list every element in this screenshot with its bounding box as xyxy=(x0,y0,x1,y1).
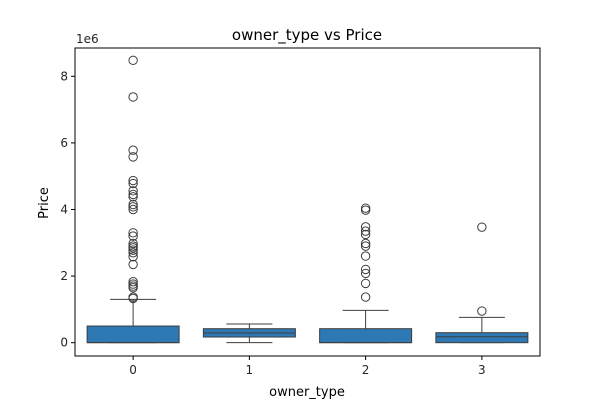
outlier-point xyxy=(128,293,138,304)
outlier-point xyxy=(128,283,138,293)
outlier-point xyxy=(360,241,371,251)
outlier-point xyxy=(128,248,138,258)
x-axis-label: owner_type xyxy=(269,385,345,400)
x-tick-label: 2 xyxy=(362,363,370,377)
outlier-point xyxy=(360,238,371,249)
outlier-point xyxy=(360,229,371,240)
outlier-point xyxy=(128,243,138,253)
outlier-point xyxy=(128,238,138,249)
outlier-point xyxy=(360,268,371,279)
outlier-point xyxy=(128,252,138,262)
box-group xyxy=(435,222,529,344)
outlier-point xyxy=(128,231,138,241)
iqr-box xyxy=(86,325,180,344)
outlier-point xyxy=(360,292,371,302)
outlier-point xyxy=(128,277,138,287)
box-group xyxy=(86,55,180,344)
outlier-point xyxy=(128,199,138,210)
outlier-point xyxy=(128,204,138,215)
outlier-point xyxy=(477,306,487,316)
x-tick-label: 1 xyxy=(246,363,254,377)
y-tick-label: 4 xyxy=(60,202,68,216)
x-tick-label: 3 xyxy=(478,363,486,377)
y-tick-label: 0 xyxy=(60,336,68,350)
outlier-point xyxy=(128,259,138,270)
plot-area xyxy=(74,47,541,357)
outlier-point xyxy=(360,205,371,215)
x-axis: 0 1 2 3 xyxy=(129,356,486,377)
iqr-box xyxy=(435,332,529,344)
outlier-point xyxy=(128,175,138,186)
iqr-box xyxy=(319,328,413,344)
outlier-point xyxy=(128,228,138,238)
outlier-point xyxy=(360,222,371,232)
y-offset-text: 1e6 xyxy=(76,32,99,46)
outlier-point xyxy=(128,152,138,162)
box-marks xyxy=(86,55,529,344)
outlier-point xyxy=(128,189,138,200)
y-tick-label: 6 xyxy=(60,136,68,150)
outlier-point xyxy=(128,245,138,255)
outlier-point xyxy=(128,192,138,202)
box-group xyxy=(202,323,296,344)
outlier-point xyxy=(360,251,371,261)
y-axis: 0 2 4 6 8 xyxy=(60,69,75,350)
outlier-point xyxy=(128,202,138,212)
outlier-point xyxy=(128,55,138,66)
outlier-point xyxy=(477,222,487,232)
chart-title: owner_type vs Price xyxy=(232,26,382,45)
box-group xyxy=(319,203,413,344)
outlier-point xyxy=(128,145,138,155)
outlier-point xyxy=(128,92,138,102)
y-axis-label: Price xyxy=(37,187,52,219)
x-tick-label: 0 xyxy=(129,363,137,377)
outlier-point xyxy=(360,278,371,289)
outlier-point xyxy=(360,203,371,213)
outlier-point xyxy=(128,186,138,196)
outlier-point xyxy=(360,264,371,275)
y-tick-label: 2 xyxy=(60,269,68,283)
y-tick-label: 8 xyxy=(60,69,68,83)
outlier-point xyxy=(360,226,371,236)
outlier-point xyxy=(128,178,138,189)
